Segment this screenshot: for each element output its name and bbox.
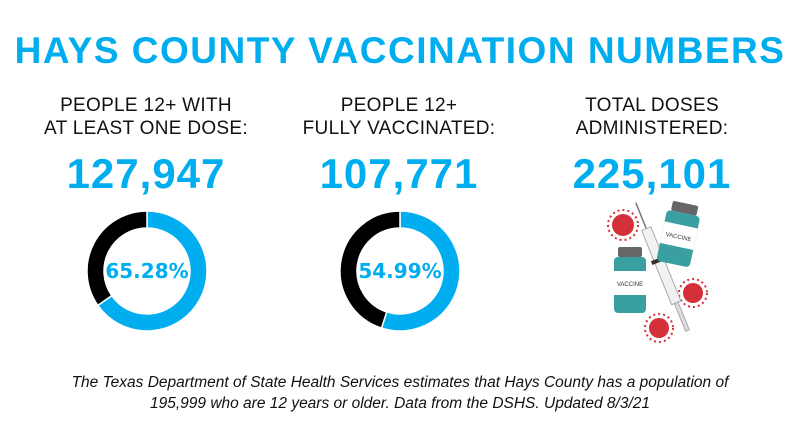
stat-label: PEOPLE 12+ FULLY VACCINATED: <box>274 94 524 140</box>
virus-icon <box>607 209 639 241</box>
vial-label: VACCINE <box>665 232 692 243</box>
stat-label: PEOPLE 12+ WITH AT LEAST ONE DOSE: <box>21 94 271 140</box>
vial-label: VACCINE <box>617 282 643 288</box>
stat-value: 127,947 <box>66 150 226 197</box>
stat-fully-vaccinated: PEOPLE 12+ FULLY VACCINATED: 107,771 <box>274 94 524 198</box>
donut-segment-vaccinated <box>380 210 461 332</box>
donut-chart-first-dose: 65.28% <box>86 210 208 332</box>
donut-segment-vaccinated <box>96 210 208 332</box>
donut-chart-fully-vaccinated: 54.99% <box>339 210 461 332</box>
page-title: HAYS COUNTY VACCINATION NUMBERS <box>14 30 786 71</box>
vial-icon: VACCINE <box>656 201 700 267</box>
stat-label-line: AT LEAST ONE DOSE: <box>44 118 248 139</box>
stat-value: 225,101 <box>572 150 732 197</box>
footer-line: 195,999 who are 12 years or older. Data … <box>149 395 651 412</box>
stat-label-line: FULLY VACCINATED: <box>302 118 496 139</box>
stat-total-doses: TOTAL DOSES ADMINISTERED: 225,101 <box>527 94 777 198</box>
stat-label-line: TOTAL DOSES <box>585 95 719 116</box>
stat-label-line: ADMINISTERED: <box>575 118 729 139</box>
stat-label: TOTAL DOSES ADMINISTERED: <box>527 94 777 140</box>
stat-label-line: PEOPLE 12+ WITH <box>60 95 232 116</box>
footer-note: The Texas Department of State Health Ser… <box>0 372 800 414</box>
stat-value: 107,771 <box>319 150 479 197</box>
donut-segment-remaining <box>86 210 148 307</box>
donut-label: 54.99% <box>358 259 441 283</box>
stat-label-line: PEOPLE 12+ <box>340 95 458 116</box>
donut-label: 65.28% <box>105 259 188 283</box>
donut-segment-remaining <box>339 210 401 330</box>
stat-first-dose: PEOPLE 12+ WITH AT LEAST ONE DOSE: 127,94… <box>21 94 271 198</box>
virus-icon <box>644 313 674 343</box>
vaccine-illustration-icon: VACCINE VACCINE <box>607 201 708 343</box>
virus-icon <box>678 278 708 308</box>
vial-icon: VACCINE <box>614 247 646 313</box>
footer-line: The Texas Department of State Health Ser… <box>71 374 729 391</box>
